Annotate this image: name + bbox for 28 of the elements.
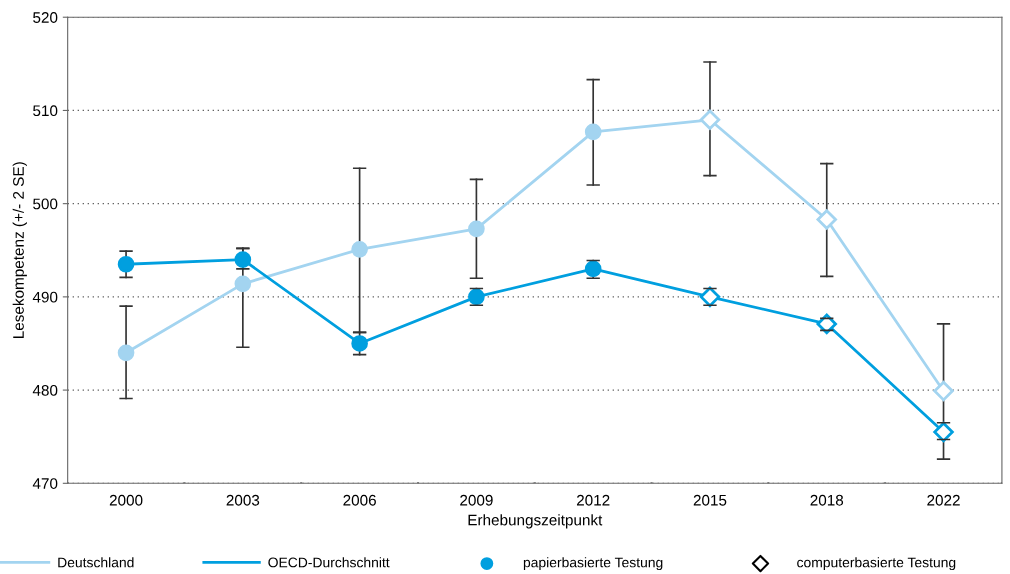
x-tick-label: 2012	[576, 494, 610, 506]
y-axis-title: Lesekompetenz (+/- 2 SE)	[12, 162, 27, 338]
point	[234, 251, 252, 268]
y-tick-label: 480	[32, 384, 58, 396]
x-tick-label: 2022	[927, 494, 960, 506]
x-tick-label: 2009	[460, 494, 493, 506]
point	[234, 275, 252, 293]
x-tick-label: 2018	[810, 494, 844, 506]
y-tick-label: 500	[33, 198, 58, 210]
point	[117, 344, 135, 362]
y-tick-label: 520	[33, 12, 58, 23]
point	[468, 220, 485, 238]
x-tick-label: 2003	[226, 494, 260, 506]
x-tick-label: 2006	[343, 494, 376, 506]
point	[351, 335, 368, 352]
y-tick-label: 510	[33, 105, 58, 117]
y-tick-label: 470	[32, 478, 58, 489]
x-tick-label: 2015	[693, 494, 727, 506]
x-tick-label: 2000	[109, 494, 143, 506]
legend-label: Deutschland	[58, 557, 134, 568]
legend-label: papierbasierte Testung	[523, 557, 663, 571]
point	[584, 123, 602, 141]
x-axis-title: Erhebungszeitpunkt	[468, 514, 603, 529]
point	[117, 255, 135, 273]
legend-label: computerbasierte Testung	[797, 557, 956, 571]
legend-label: OECD-Durchschnitt	[268, 557, 390, 568]
point	[351, 241, 368, 258]
y-tick-label: 490	[32, 291, 58, 303]
